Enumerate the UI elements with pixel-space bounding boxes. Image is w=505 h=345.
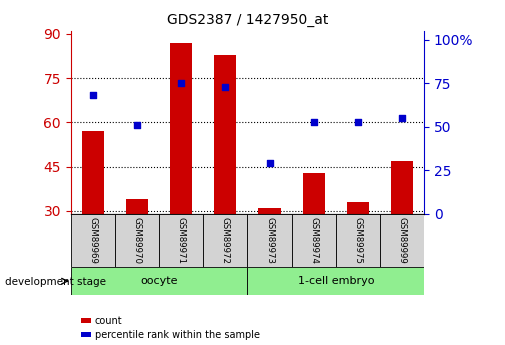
Text: count: count (95, 316, 123, 326)
FancyBboxPatch shape (247, 214, 292, 267)
Text: GSM89973: GSM89973 (265, 217, 274, 264)
Bar (214, 55, 236, 214)
FancyBboxPatch shape (292, 214, 336, 267)
Text: oocyte: oocyte (140, 276, 178, 286)
Text: GSM89999: GSM89999 (397, 217, 407, 264)
Point (354, 119, 362, 124)
Text: GSM89969: GSM89969 (88, 217, 97, 264)
Text: development stage: development stage (5, 277, 106, 287)
Point (398, 115, 406, 121)
Bar (82, 131, 104, 214)
FancyBboxPatch shape (115, 214, 159, 267)
Text: percentile rank within the sample: percentile rank within the sample (95, 330, 260, 339)
FancyBboxPatch shape (71, 267, 247, 295)
Text: GSM89975: GSM89975 (354, 217, 363, 264)
Text: GSM89972: GSM89972 (221, 217, 230, 264)
FancyBboxPatch shape (71, 214, 115, 267)
Text: 1-cell embryo: 1-cell embryo (297, 276, 374, 286)
FancyBboxPatch shape (247, 267, 424, 295)
FancyBboxPatch shape (336, 214, 380, 267)
Point (133, 122, 141, 128)
FancyBboxPatch shape (159, 214, 203, 267)
Title: GDS2387 / 1427950_at: GDS2387 / 1427950_at (167, 13, 328, 27)
Bar (259, 208, 281, 214)
FancyBboxPatch shape (380, 214, 424, 267)
Point (221, 84, 229, 90)
Bar (126, 199, 148, 214)
Text: GSM89974: GSM89974 (309, 217, 318, 264)
Text: GSM89970: GSM89970 (132, 217, 141, 264)
Bar (170, 43, 192, 214)
Text: GSM89971: GSM89971 (177, 217, 186, 264)
Point (89, 93, 97, 98)
Bar (302, 172, 325, 214)
Bar (391, 161, 413, 214)
Point (310, 119, 318, 124)
FancyBboxPatch shape (203, 214, 247, 267)
Point (177, 80, 185, 86)
Bar (347, 202, 369, 214)
Point (266, 161, 274, 166)
